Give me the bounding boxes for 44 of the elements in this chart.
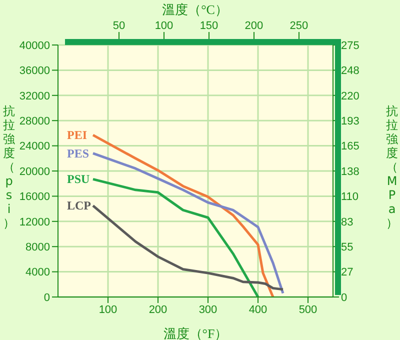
y-tick-label: 20000	[19, 166, 50, 178]
y-tick-label: 12000	[19, 216, 50, 228]
x-tick-label: 300	[198, 304, 218, 316]
text: 抗拉強度（MPa）	[386, 104, 398, 230]
x2-tick-label: 150	[200, 20, 218, 32]
text: 抗拉強度（psi）	[3, 104, 15, 230]
y2-tick-label: 248	[341, 65, 360, 78]
y2-tick-label: 138	[341, 166, 360, 178]
y-tick-label: 4000	[26, 266, 50, 279]
x-tick-label: 200	[148, 304, 168, 316]
line-series	[92, 178, 260, 297]
line-series	[92, 152, 284, 294]
y2-tick-label: 0	[341, 292, 348, 304]
y2-tick-label: 220	[341, 90, 360, 102]
y-tick-label: 16000	[19, 191, 50, 204]
y-tick-label: 0	[44, 292, 50, 304]
y-tick-label: 40000	[19, 40, 50, 52]
y2-tick-label: 83	[341, 216, 354, 228]
x-tick-label: 100	[98, 304, 118, 316]
y2-tick-label: 193	[341, 116, 360, 128]
y2-tick-label: 110	[341, 191, 359, 204]
y-tick-label: 28000	[19, 116, 50, 128]
y-tick-label: 32000	[19, 90, 50, 102]
series-label: PSU	[67, 172, 90, 186]
line-series	[92, 134, 274, 297]
x2-axis-title: 溫度（°C）	[162, 2, 228, 17]
y2-tick-label: 27	[341, 266, 354, 279]
x-axis-title: 溫度（°F）	[163, 326, 228, 340]
series-label: LCP	[67, 198, 91, 213]
y2-tick-label: 165	[341, 140, 360, 153]
y-tick-label: 24000	[19, 140, 50, 153]
series-label: PEI	[67, 128, 88, 142]
x-tick-label: 400	[248, 304, 268, 316]
x2-tick-label: 100	[154, 20, 174, 32]
series-label: PES	[67, 146, 90, 160]
y-tick-label: 36000	[19, 65, 50, 78]
x2-tick-label: 50	[112, 20, 126, 32]
y-tick-label: 8000	[26, 242, 50, 254]
x2-tick-label: 200	[244, 20, 264, 32]
y2-tick-label: 55	[341, 242, 354, 254]
x-tick-label: 500	[298, 304, 318, 316]
x2-tick-label: 250	[290, 20, 308, 32]
line-series	[92, 204, 284, 291]
y2-tick-label: 275	[341, 40, 360, 52]
